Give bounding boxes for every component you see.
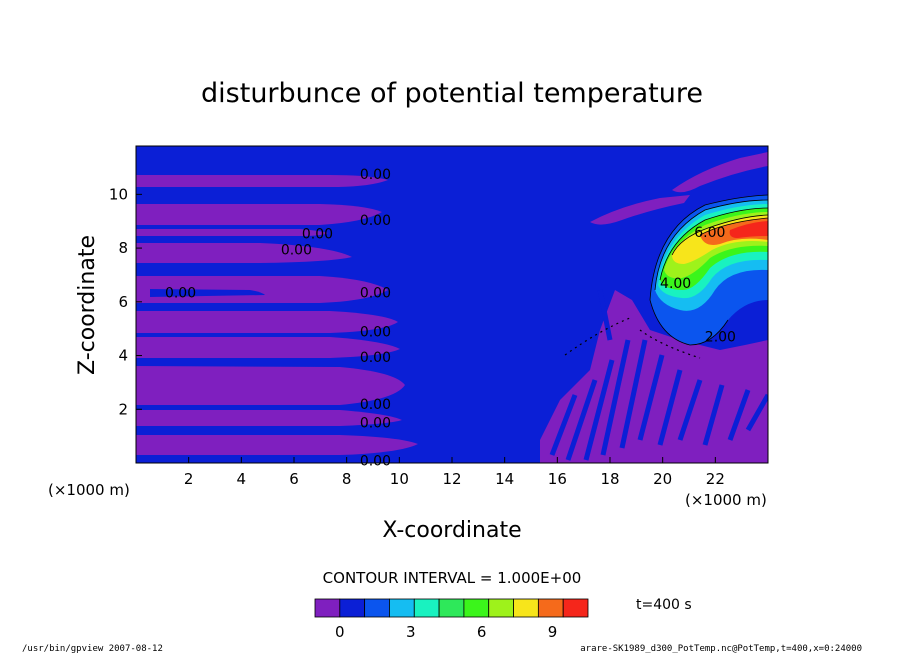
band-5 [136,276,388,303]
band-4 [136,243,352,263]
x-tick-label: 6 [289,470,299,488]
colorbar-tick-label: 6 [477,623,487,641]
y-axis-title: Z-coordinate [75,235,100,375]
band-3 [136,229,328,236]
negative-bands [136,175,418,455]
colorbar-swatch [314,598,341,618]
colorbar [314,598,589,618]
contour-label: 4.00 [660,276,691,292]
contour-interval-text: CONTOUR INTERVAL = 1.000E+00 [323,569,582,587]
colorbar-tick-label: 0 [335,623,345,641]
y-tick-label: 2 [118,400,128,418]
right-structure [540,152,768,463]
band-11 [136,435,418,455]
colorbar-tick-label: 3 [406,623,416,641]
contour-label: 6.00 [694,225,725,241]
contour-lines [649,194,768,346]
x-tick-label: 16 [548,470,567,488]
contour-label: 2.00 [705,330,736,346]
colorbar-swatch [413,598,440,618]
band-7 [136,311,398,333]
colorbar-swatch [339,598,366,618]
colorbar-swatch [438,598,465,618]
colorbar-swatch [463,598,490,618]
colorbar-swatch [562,598,589,618]
x-tick-label: 4 [237,470,247,488]
contour-label: 0.00 [360,213,391,229]
band-1 [136,175,388,187]
contour-label: 0.00 [165,285,196,301]
x-tick-label: 2 [184,470,194,488]
x-axis-unit-right: (×1000 m) [685,491,767,509]
dotted-contours [564,317,701,359]
time-label: t=400 s [636,597,692,613]
band-9 [136,366,405,405]
colorbar-ticks: 0 3 6 9 [335,623,557,641]
x-tick-label: 18 [600,470,619,488]
contour-label: 0.00 [360,397,391,413]
colorbar-swatch [537,598,564,618]
footer-right: arare-SK1989_d300_PotTemp.nc@PotTemp,t=4… [580,644,862,654]
footer-left: /usr/bin/gpview 2007-08-12 [22,644,163,654]
contour-label: 0.00 [360,167,391,183]
x-axis-title: X-coordinate [382,518,521,543]
x-axis-unit-left: (×1000 m) [48,481,130,499]
x-tick-label: 8 [342,470,352,488]
y-tick-label: 4 [118,347,128,365]
contour-label: 0.00 [360,324,391,340]
plot-area [136,146,768,463]
x-tick-label: 20 [653,470,672,488]
colorbar-swatch [513,598,539,618]
contour-label: 0.00 [360,453,391,469]
blue-stripes [549,289,768,461]
band-8 [136,337,400,358]
y-tick-label: 10 [109,185,128,203]
field-red [729,221,768,238]
y-tick-label: 8 [118,239,128,257]
x-tick-label: 14 [495,470,514,488]
chart-title: disturbunce of potential temperature [201,78,703,109]
colorbar-swatch [389,598,415,618]
x-tick-label: 12 [442,470,461,488]
contour-label: 0.00 [281,242,312,258]
contour-label: 0.00 [360,350,391,366]
band-6 [150,289,265,297]
y-tick-label: 6 [118,293,128,311]
band-2 [136,204,382,225]
colorbar-tick-label: 9 [548,623,558,641]
contour-label: 0.00 [360,416,391,432]
colorbar-swatch [488,598,514,618]
negative-streak-2 [590,195,690,225]
x-axis: 2 4 6 8 10 12 14 16 18 20 22 [184,457,725,488]
x-tick-label: 22 [706,470,725,488]
band-10 [136,410,402,426]
y-axis: 2 4 6 8 10 [109,185,142,418]
contour-labels: 0.000.000.000.000.00 0.000.000.000.000.00… [165,167,736,469]
contour-label: 0.00 [360,285,391,301]
negative-streak-top [672,152,768,193]
contour-label: 0.00 [302,226,333,242]
x-tick-label: 10 [390,470,409,488]
colorbar-swatch [364,598,390,618]
